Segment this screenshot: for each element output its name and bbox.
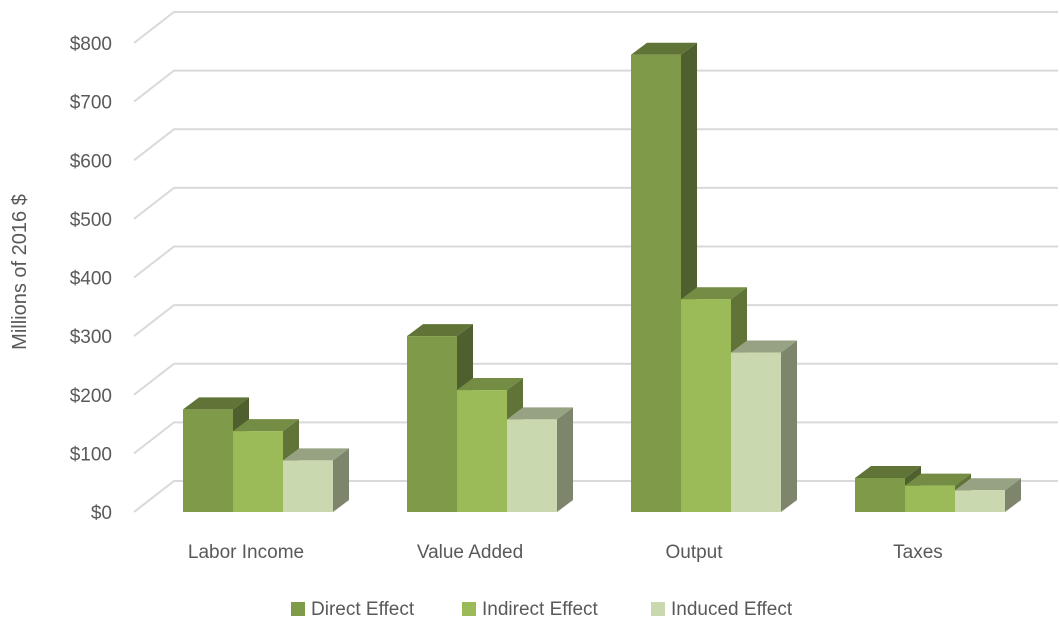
bars [183, 42, 1021, 512]
bar-side-face [557, 407, 573, 512]
bar-top-face [183, 397, 249, 410]
bar-top-face [233, 419, 299, 432]
x-category-label: Output [665, 542, 723, 563]
gridline [133, 128, 1058, 162]
bar [955, 478, 1021, 512]
bar-top-face [407, 324, 473, 337]
legend-label: Direct Effect [311, 599, 415, 620]
y-tick-label: $800 [70, 34, 112, 55]
bar-front-face [855, 477, 905, 512]
y-axis-title: Millions of 2016 $ [9, 194, 31, 350]
y-axis-tick-labels: $0 $100 $200 $300 $400 $500 $600 $700 $800 [70, 34, 112, 524]
y-tick-label: $600 [70, 151, 112, 172]
y-tick-label: $300 [70, 327, 112, 348]
bar-side-face [1005, 478, 1021, 512]
legend-item: Induced Effect [651, 599, 793, 620]
x-category-label: Value Added [417, 542, 523, 563]
bar-top-face [731, 340, 797, 353]
bar-side-face [333, 448, 349, 512]
x-category-label: Taxes [893, 542, 943, 563]
bar-front-face [407, 336, 457, 512]
bar-top-face [955, 478, 1021, 491]
y-tick-label: $0 [91, 503, 112, 524]
bar-front-face [631, 54, 681, 512]
bar-top-face [855, 465, 921, 478]
bar-top-face [905, 473, 971, 486]
bar-top-face [457, 378, 523, 391]
legend-label: Indirect Effect [482, 599, 599, 620]
y-tick-label: $200 [70, 386, 112, 407]
legend-swatch [651, 602, 665, 616]
bar [731, 340, 797, 512]
legend: Direct Effect Indirect Effect Induced Effe… [291, 599, 793, 620]
x-category-label: Labor Income [188, 542, 304, 563]
legend-swatch [291, 602, 305, 616]
bar-front-face [681, 299, 731, 512]
bar [507, 407, 573, 512]
bar-front-face [731, 352, 781, 512]
bar-front-face [955, 490, 1005, 512]
bar-front-face [233, 431, 283, 512]
y-tick-label: $500 [70, 210, 112, 231]
bar-top-face [681, 287, 747, 300]
legend-item: Direct Effect [291, 599, 415, 620]
y-tick-label: $400 [70, 269, 112, 290]
gridline [133, 362, 1058, 396]
x-axis-category-labels: Labor Income Value Added Output Taxes [188, 542, 943, 563]
legend-label: Induced Effect [671, 599, 793, 620]
bar-front-face [905, 485, 955, 512]
bar-top-face [283, 448, 349, 461]
y-tick-label: $700 [70, 93, 112, 114]
y-tick-label: $100 [70, 444, 112, 465]
gridlines [133, 11, 1058, 513]
gridline [133, 304, 1058, 337]
legend-swatch [462, 602, 476, 616]
gridline [133, 69, 1058, 103]
gridline [133, 11, 1058, 44]
gridline [133, 186, 1058, 220]
gridline [133, 245, 1058, 279]
bar-side-face [781, 340, 797, 512]
bar-front-face [507, 419, 557, 512]
legend-item: Indirect Effect [462, 599, 599, 620]
bar-front-face [457, 390, 507, 512]
bar-front-face [183, 409, 233, 512]
bar [283, 448, 349, 512]
bar-top-face [631, 42, 697, 55]
bar-front-face [283, 460, 333, 512]
bar-top-face [507, 407, 573, 420]
